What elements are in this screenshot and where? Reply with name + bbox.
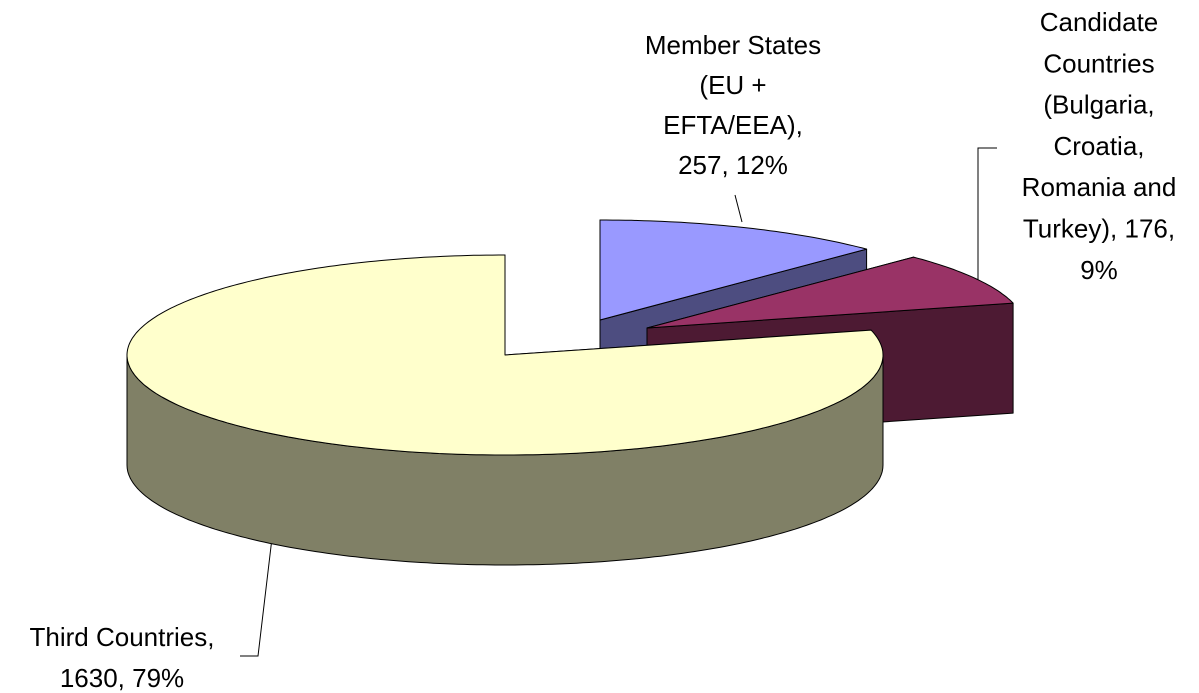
data-label-line: Turkey), 176,	[1023, 214, 1175, 244]
leader-line	[240, 537, 273, 657]
data-label: Third Countries, 1630, 79%	[30, 622, 215, 693]
leader-line	[977, 147, 997, 282]
data-label-line: Third Countries,	[30, 622, 215, 652]
data-label-line: Croatia,	[1053, 131, 1144, 161]
data-label-line: EFTA/EEA),	[663, 110, 803, 140]
data-label-line: Candidate	[1040, 7, 1159, 37]
data-label-line: Member States	[645, 30, 821, 60]
leader-line	[734, 194, 743, 223]
data-label-line: (Bulgaria,	[1043, 90, 1154, 120]
data-label-line: 257, 12%	[678, 150, 788, 180]
data-label: Candidate Countries (Bulgaria, Croatia, Roma…	[1022, 7, 1177, 285]
data-label-line: Romania and	[1022, 172, 1177, 202]
data-label-line: (EU +	[699, 70, 766, 100]
data-label-line: 9%	[1080, 255, 1118, 285]
data-label-line: Countries	[1043, 48, 1154, 78]
slice-top	[599, 219, 868, 321]
slice-top	[646, 256, 1014, 329]
slice-top	[126, 254, 884, 456]
data-label: Member States (EU + EFTA/EEA), 257, 12%	[645, 30, 821, 180]
data-label-line: 1630, 79%	[60, 663, 184, 693]
